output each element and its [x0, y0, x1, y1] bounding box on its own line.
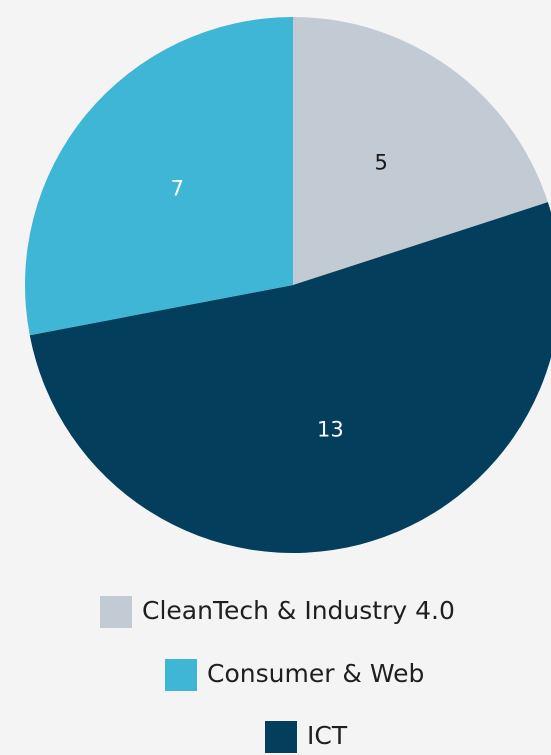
slice-label: 13 [317, 417, 344, 441]
legend-label: CleanTech & Industry 4.0 [142, 596, 455, 625]
legend-swatch [265, 721, 297, 753]
legend-label: ICT [307, 721, 348, 750]
slice-label: 5 [375, 151, 388, 175]
legend-swatch [100, 596, 132, 628]
pie-slice [29, 202, 551, 553]
legend-swatch [165, 659, 197, 691]
slice-label: 7 [171, 176, 184, 200]
pie-slice [24, 17, 293, 336]
pie-slice [293, 17, 548, 285]
legend-label: Consumer & Web [207, 659, 424, 688]
